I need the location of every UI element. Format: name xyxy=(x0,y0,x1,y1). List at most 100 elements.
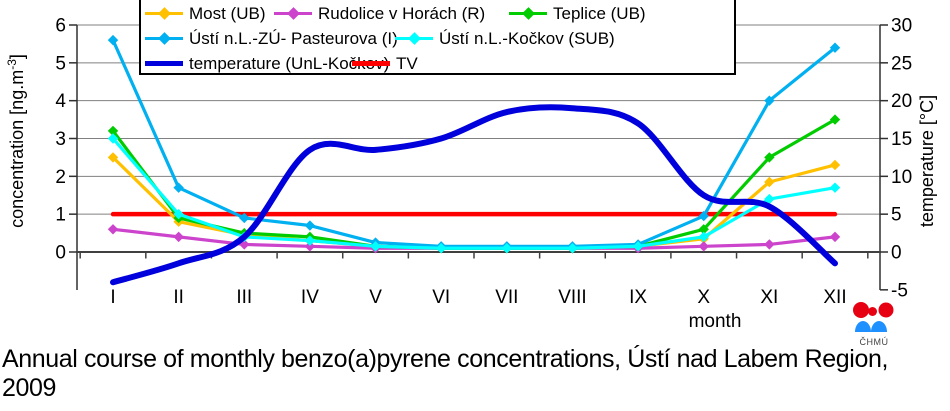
x-tick-label: III xyxy=(236,287,252,308)
x-tick-label: VII xyxy=(495,287,518,308)
legend-diamond-marker xyxy=(157,32,171,45)
series-marker xyxy=(698,231,709,243)
legend-line-sample xyxy=(395,28,433,49)
chmu-logo-label: ČHMÚ xyxy=(859,337,889,347)
legend-diamond-marker xyxy=(157,7,171,20)
y-left-tick-label: 6 xyxy=(55,16,66,37)
legend-diamond-marker xyxy=(286,7,300,20)
x-tick-label: VIII xyxy=(558,287,587,308)
y-right-tick-label: 30 xyxy=(891,16,912,37)
legend-label: temperature (UnL-Kočkov) xyxy=(189,53,390,73)
legend-line-sample xyxy=(352,53,390,74)
series-marker xyxy=(567,243,578,254)
x-axis-title: month xyxy=(688,311,742,332)
x-tick-label: I xyxy=(110,287,115,308)
series-marker xyxy=(173,182,184,193)
legend-item: temperature (UnL-Kočkov) xyxy=(145,53,389,74)
series-marker xyxy=(107,152,119,163)
series-marker xyxy=(698,224,709,235)
legend-line xyxy=(352,61,390,66)
series-line-6 xyxy=(110,104,838,286)
x-tick-label: IX xyxy=(629,287,647,308)
x-tick-label: XI xyxy=(760,287,778,308)
y-right-tick-label: 15 xyxy=(891,129,912,150)
y-right-tick-label: -5 xyxy=(891,280,908,301)
legend-item: Rudolice v Horách (R) xyxy=(274,3,485,24)
series-marker xyxy=(304,235,316,246)
y-left-tick-label: 0 xyxy=(55,243,66,264)
y-right-tick-label: 20 xyxy=(891,91,912,112)
y-right-tick-label: 10 xyxy=(891,167,912,188)
x-tick-label: XII xyxy=(823,287,846,308)
legend-label: Most (UB) xyxy=(189,3,266,23)
chmu-logo: ČHMÚ xyxy=(851,301,897,347)
legend-item: Most (UB) xyxy=(145,3,266,24)
y-left-tick-label: 2 xyxy=(55,167,66,188)
legend-line-sample xyxy=(509,3,547,24)
legend-item: Teplice (UB) xyxy=(509,3,646,24)
series-marker xyxy=(107,224,119,235)
y-axis-title-left: concentration [ng.m-3] xyxy=(5,54,27,228)
legend-diamond-marker xyxy=(407,32,421,45)
legend-label: Rudolice v Horách (R) xyxy=(318,3,486,23)
series-marker xyxy=(764,176,775,188)
legend-diamond-marker xyxy=(521,7,535,20)
caption: Annual course of monthly benzo(a)pyrene … xyxy=(2,345,948,403)
series-marker xyxy=(173,231,184,243)
y-right-tick-label: 0 xyxy=(891,243,902,264)
series-marker xyxy=(829,159,841,171)
series-marker xyxy=(107,125,119,137)
y-right-tick-label: 25 xyxy=(891,53,912,74)
series-marker xyxy=(698,210,709,222)
legend-label: TV xyxy=(396,53,418,73)
series-marker xyxy=(829,42,841,53)
chart-legend: Most (UB) Rudolice v Horách (R) Teplice (U… xyxy=(139,0,736,75)
legend-line xyxy=(145,61,183,66)
legend-line-sample xyxy=(274,3,312,24)
series-marker xyxy=(435,243,447,254)
caption-line-2: 2009 xyxy=(2,374,57,402)
x-tick-label: VI xyxy=(432,287,450,308)
caption-line-1: Annual course of monthly benzo(a)pyrene … xyxy=(2,345,889,373)
chmu-logo-icon xyxy=(853,302,894,332)
x-tick-label: X xyxy=(697,287,710,308)
series-marker xyxy=(304,241,316,252)
legend-item: TV xyxy=(352,53,418,74)
series-marker xyxy=(632,241,644,252)
y-left-tick-label: 3 xyxy=(55,129,66,150)
series-marker xyxy=(764,152,775,163)
series-marker xyxy=(764,239,775,250)
series-marker xyxy=(698,241,709,252)
x-tick-label: V xyxy=(369,287,382,308)
y-axis-title-right: temperature [°C] xyxy=(917,94,937,228)
legend-line-sample xyxy=(145,53,183,74)
y-right-tick-label: 5 xyxy=(891,205,902,226)
legend-item: Ústí n.L.-Kočkov (SUB) xyxy=(395,28,615,49)
series-marker xyxy=(107,34,119,46)
series-marker xyxy=(764,193,775,205)
x-tick-label: II xyxy=(173,287,184,308)
y-left-tick-label: 1 xyxy=(55,205,66,226)
series-marker xyxy=(239,212,250,224)
legend-label: Teplice (UB) xyxy=(553,3,646,23)
series-marker xyxy=(501,243,513,254)
legend-line-sample xyxy=(145,28,183,49)
legend-line-sample xyxy=(145,3,183,24)
y-left-tick-label: 4 xyxy=(55,91,66,112)
series-marker xyxy=(173,208,184,220)
series-marker xyxy=(829,231,841,243)
series-marker xyxy=(107,133,119,144)
legend-label: Ústí n.L.-Kočkov (SUB) xyxy=(439,28,615,48)
series-marker xyxy=(829,182,841,193)
series-marker xyxy=(304,220,316,231)
series-line-4 xyxy=(111,38,837,248)
series-marker xyxy=(764,95,775,106)
y-left-tick-label: 5 xyxy=(55,53,66,74)
series-marker xyxy=(370,241,381,252)
legend-item: Ústí n.L.-ZÚ- Pasteurova (I) xyxy=(145,28,398,49)
series-marker xyxy=(829,114,841,125)
legend-label: Ústí n.L.-ZÚ- Pasteurova (I) xyxy=(189,28,398,48)
series-line-5 xyxy=(111,136,837,250)
x-tick-label: IV xyxy=(301,287,319,308)
